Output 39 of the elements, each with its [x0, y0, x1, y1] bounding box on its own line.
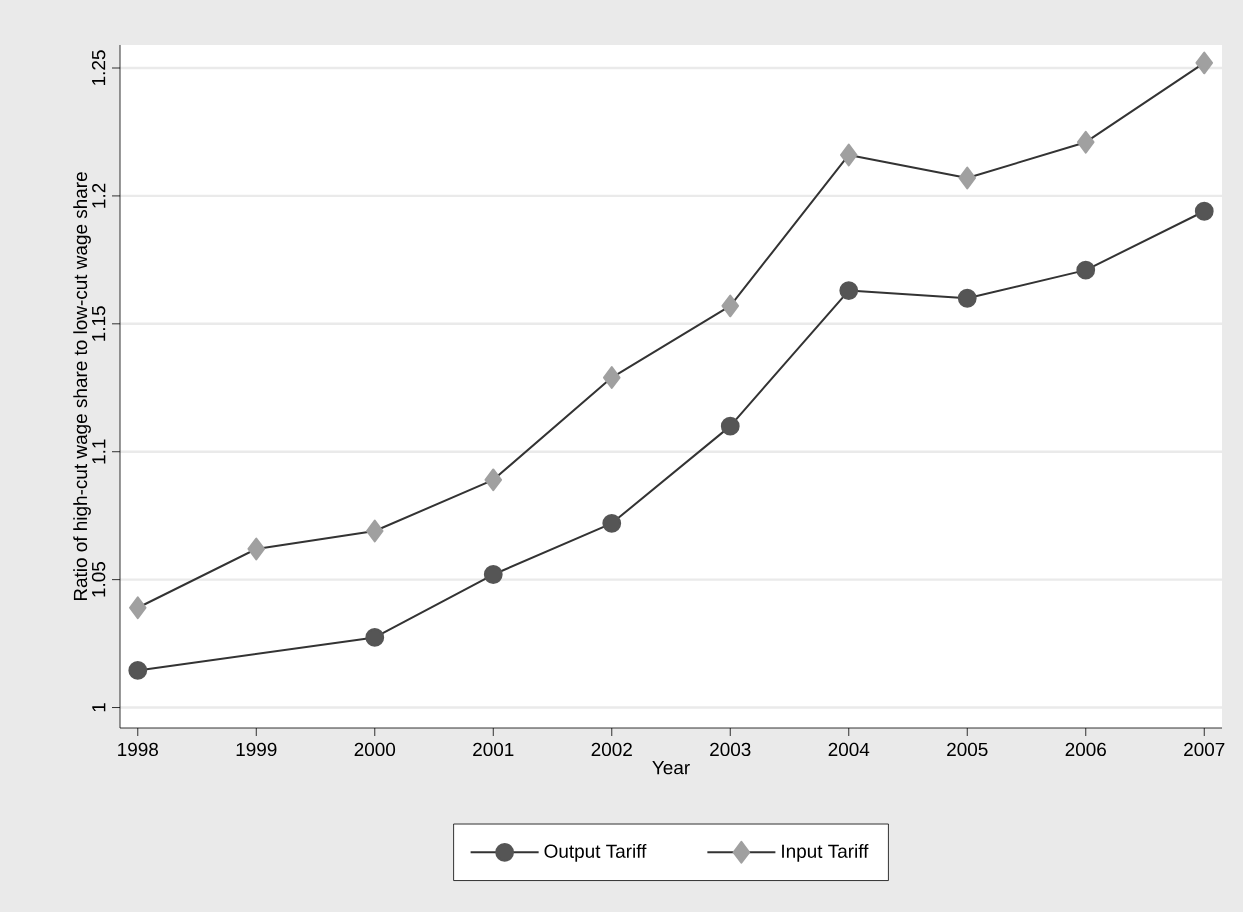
x-tick-label: 1999: [236, 742, 277, 757]
x-tick-label: 2007: [1184, 742, 1225, 757]
x-tick-label: 2003: [710, 742, 751, 757]
legend-label: Output Tariff: [544, 844, 647, 862]
point: [602, 513, 622, 533]
legend-label: Input Tariff: [782, 844, 869, 862]
y-tick-label: 1.25: [91, 50, 106, 85]
y-tick-label: 1.2: [92, 183, 106, 208]
point: [484, 468, 503, 492]
point: [483, 565, 503, 584]
x-tick-label: 2001: [473, 742, 514, 757]
point: [602, 366, 621, 389]
y-tick-label: 1: [92, 703, 106, 712]
y-axis-title: Ratio of high-cut wage share to low-cut wage share: [73, 172, 91, 601]
point: [839, 143, 858, 167]
point: [365, 628, 385, 647]
point: [1195, 51, 1214, 75]
point: [958, 166, 977, 190]
x-tick-label: 2006: [1065, 742, 1106, 757]
x-tick-label: 1998: [118, 742, 159, 757]
x-tick-label: 2005: [947, 742, 988, 757]
point: [1076, 130, 1095, 154]
point: [128, 661, 148, 680]
y-tick-label: 1.1: [92, 439, 106, 464]
point: [1076, 260, 1096, 280]
point: [247, 537, 266, 561]
point: [1194, 201, 1214, 221]
y-tick-label: 1.15: [92, 306, 106, 341]
point: [957, 288, 977, 308]
point: [128, 596, 147, 620]
x-tick-label: 2002: [591, 742, 632, 757]
x-axis-title: Year: [652, 761, 690, 775]
point: [839, 281, 859, 300]
point: [720, 416, 740, 436]
point: [721, 294, 740, 318]
y-tick-label: 1.05: [91, 561, 106, 597]
point: [365, 519, 384, 543]
x-tick-label: 2004: [828, 742, 870, 757]
x-tick-label: 2000: [354, 742, 396, 757]
